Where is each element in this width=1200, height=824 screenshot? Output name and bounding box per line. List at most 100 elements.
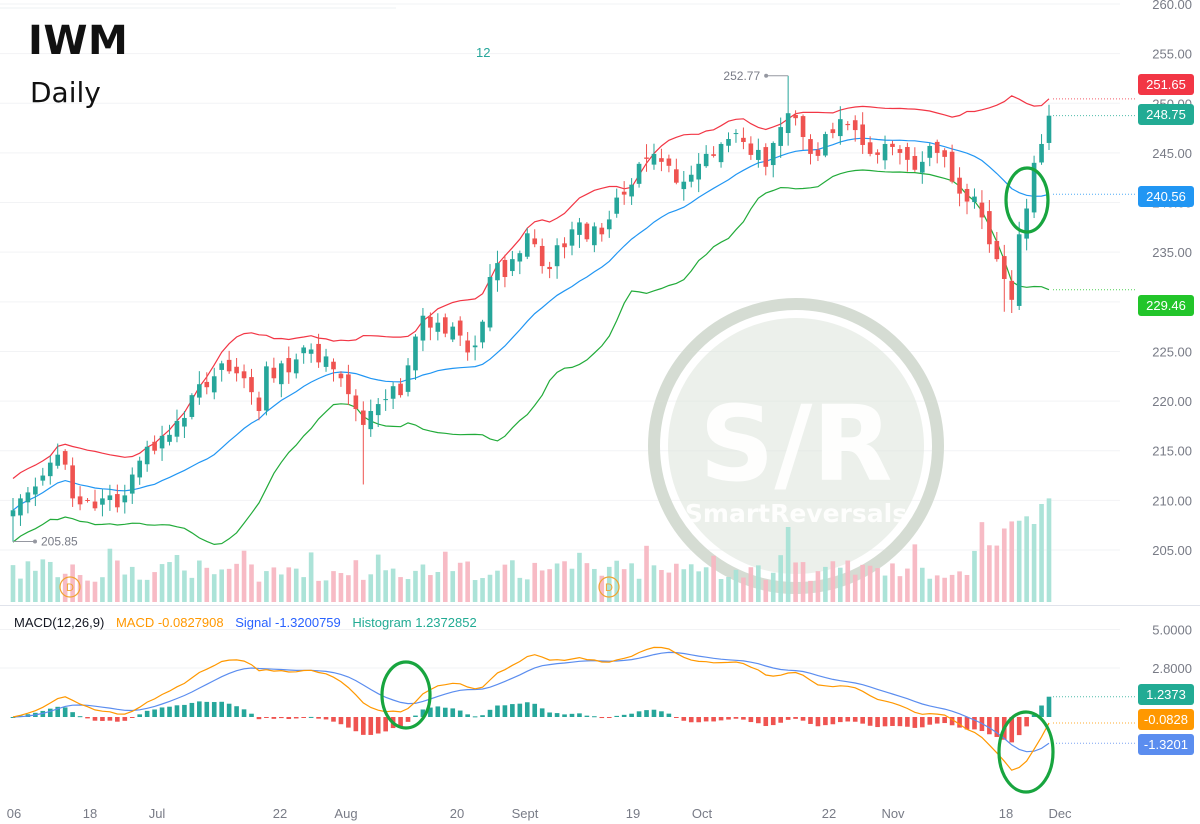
histogram-bar xyxy=(413,715,418,717)
candle-body xyxy=(927,145,933,158)
volume-bar xyxy=(256,581,262,602)
candle-body xyxy=(711,154,716,156)
candle-body xyxy=(726,139,731,146)
volume-bar xyxy=(398,577,403,602)
histogram-bar xyxy=(308,716,314,718)
histogram-bar xyxy=(606,717,612,718)
histogram-bar xyxy=(837,717,843,723)
macd-value-tag: -0.0828 xyxy=(1137,709,1194,730)
volume-bar xyxy=(964,574,970,602)
volume-bar xyxy=(584,563,590,602)
histogram-bar xyxy=(1016,717,1022,736)
histogram-bar xyxy=(592,716,597,718)
candle-body xyxy=(539,245,545,267)
candle-body xyxy=(1016,234,1022,306)
candle-body xyxy=(703,153,709,167)
volume-bar xyxy=(845,560,851,602)
candle-body xyxy=(293,359,299,374)
volume-bar xyxy=(182,570,187,602)
volume-bar xyxy=(659,570,664,602)
histogram-bar xyxy=(815,717,821,727)
candle-body xyxy=(577,222,582,235)
volume-bar xyxy=(55,577,61,602)
volume-bar xyxy=(532,562,538,602)
candle-body xyxy=(763,147,769,167)
watermark-brand: SmartReversals xyxy=(685,499,907,528)
candle-body xyxy=(897,149,903,153)
volume-bar xyxy=(480,578,485,602)
volume-bar xyxy=(10,565,16,602)
volume-bar xyxy=(383,570,388,602)
histogram-bar xyxy=(584,715,590,717)
histogram-bar xyxy=(733,717,739,719)
histogram-bar xyxy=(599,717,605,719)
histogram-bar xyxy=(331,717,336,722)
histogram-bar xyxy=(442,707,448,717)
volume-bar xyxy=(882,575,888,602)
candle-body xyxy=(450,326,456,340)
volume-bar xyxy=(1024,516,1029,602)
histogram-bar xyxy=(465,714,470,717)
dividend-marker-label: D xyxy=(66,582,74,594)
candle-body xyxy=(756,149,761,160)
candle-body xyxy=(770,142,776,166)
histogram-bar xyxy=(450,708,456,717)
volume-bar xyxy=(420,564,426,602)
price-axis-label: 205.00 xyxy=(1152,543,1192,558)
volume-bar xyxy=(323,580,329,602)
histogram-bar xyxy=(994,717,1000,737)
highlight-circle xyxy=(1004,166,1050,234)
histogram-bar xyxy=(495,705,500,717)
histogram-bar xyxy=(420,709,426,717)
histogram-bar xyxy=(1046,696,1052,717)
volume-bar xyxy=(40,559,46,602)
histogram-bar xyxy=(696,717,702,723)
macd-line xyxy=(12,646,1050,771)
candle-body xyxy=(554,245,560,267)
volume-bar xyxy=(718,579,724,602)
volume-bar xyxy=(152,572,157,602)
candle-body xyxy=(249,377,254,393)
histogram-bar xyxy=(457,710,463,717)
volume-bar xyxy=(726,577,731,602)
histogram-bar xyxy=(867,717,873,726)
macd-legend[interactable]: MACD(12,26,9) MACD -0.0827908 Signal -1.… xyxy=(14,615,485,630)
volume-bar xyxy=(651,565,657,602)
candle-body xyxy=(480,321,485,343)
time-axis-label: 18 xyxy=(999,806,1013,821)
axes: 260.00255.00250.00245.00240.00235.00230.… xyxy=(7,0,1192,821)
dividend-marker-label: D xyxy=(605,582,613,594)
histogram-bar xyxy=(189,702,195,717)
volume-bar xyxy=(890,563,895,602)
volume-bar xyxy=(301,577,306,602)
volume-bar xyxy=(92,581,98,602)
volume-bar xyxy=(211,574,217,602)
candle-body xyxy=(62,451,68,465)
volume-bar xyxy=(912,544,918,602)
candle-body xyxy=(681,181,687,190)
volume-bar xyxy=(1001,528,1007,602)
histogram-bar xyxy=(890,717,895,726)
price-axis-label: 215.00 xyxy=(1152,444,1192,459)
volume-bar xyxy=(987,545,992,602)
histogram-bar xyxy=(681,717,687,721)
time-axis-label: Nov xyxy=(881,806,905,821)
candle-body xyxy=(189,395,195,417)
histogram-bar xyxy=(487,709,493,717)
candle-body xyxy=(547,266,552,270)
volume-bar xyxy=(457,562,463,602)
time-axis-label: 19 xyxy=(626,806,640,821)
pane-divider[interactable] xyxy=(0,605,1200,606)
histogram-bar xyxy=(800,717,806,721)
candle-body xyxy=(308,349,314,354)
volume-bar xyxy=(442,551,448,602)
histogram-bar xyxy=(718,717,724,721)
candle-body xyxy=(748,143,754,155)
candle-body xyxy=(584,223,590,240)
candle-body xyxy=(733,133,739,135)
histogram-bar xyxy=(279,717,284,719)
candle-body xyxy=(785,113,791,134)
volume-bar xyxy=(107,548,113,602)
high-value-label: 252.77 xyxy=(723,69,760,83)
